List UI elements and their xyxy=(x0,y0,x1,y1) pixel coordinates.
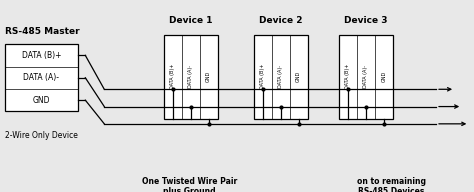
Text: DATA (B)+: DATA (B)+ xyxy=(260,64,265,89)
Text: on to remaining
RS-485 Devices: on to remaining RS-485 Devices xyxy=(356,177,426,192)
Text: DATA (B)+: DATA (B)+ xyxy=(22,51,61,60)
Text: One Twisted Wire Pair
plus Ground: One Twisted Wire Pair plus Ground xyxy=(142,177,237,192)
Text: Device 1: Device 1 xyxy=(169,16,212,25)
Text: RS-485 Master: RS-485 Master xyxy=(5,27,79,36)
Text: GND: GND xyxy=(206,71,211,82)
Text: DATA (A)-: DATA (A)- xyxy=(364,65,368,88)
Text: Device 3: Device 3 xyxy=(344,16,388,25)
Text: GND: GND xyxy=(33,96,50,105)
Text: Device 2: Device 2 xyxy=(259,16,302,25)
Bar xyxy=(339,35,393,119)
Text: DATA (A)-: DATA (A)- xyxy=(188,65,193,88)
Text: DATA (B)+: DATA (B)+ xyxy=(170,64,175,89)
Text: GND: GND xyxy=(382,71,386,82)
Text: DATA (A)-: DATA (A)- xyxy=(278,65,283,88)
Text: DATA (B)+: DATA (B)+ xyxy=(346,64,350,89)
Bar xyxy=(5,44,78,111)
Text: GND: GND xyxy=(296,71,301,82)
Bar xyxy=(254,35,308,119)
Text: 2-Wire Only Device: 2-Wire Only Device xyxy=(5,131,78,140)
Bar xyxy=(164,35,218,119)
Text: DATA (A)-: DATA (A)- xyxy=(24,73,59,82)
